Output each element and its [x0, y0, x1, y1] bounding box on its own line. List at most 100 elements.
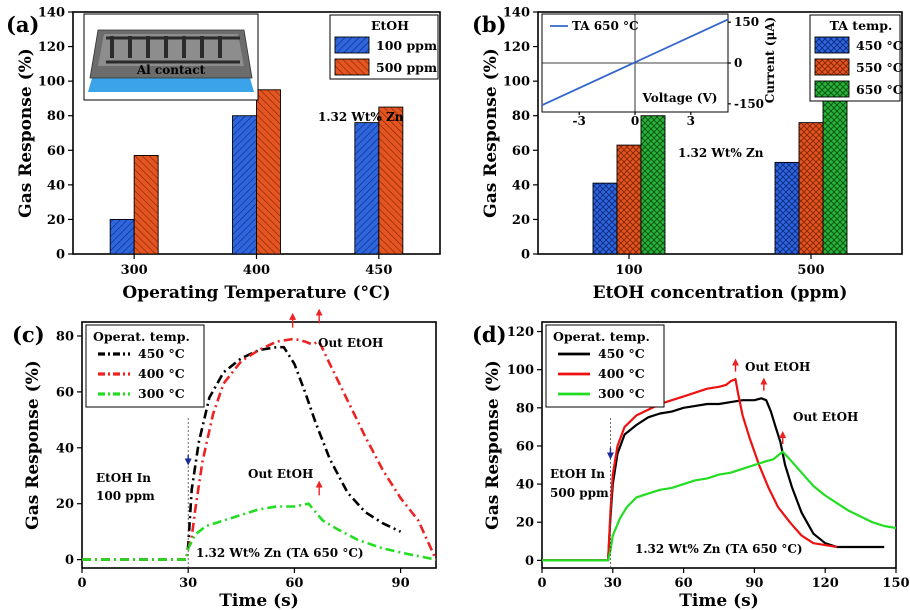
- y-tick-label: 60: [512, 144, 530, 159]
- series-line: [542, 450, 897, 562]
- bar: [378, 106, 404, 255]
- legend-label: 650 °C: [856, 82, 903, 97]
- inset-x-tick-label: 0: [631, 114, 639, 128]
- x-tick-label: 30: [179, 576, 197, 591]
- legend-swatch: [814, 36, 850, 54]
- legend-swatch: [814, 58, 850, 76]
- y-tick-label: 0: [65, 553, 74, 568]
- y-tick-label: 80: [516, 401, 534, 416]
- x-tick-label: 450: [365, 263, 392, 278]
- x-axis-title: Operating Temperature (°C): [122, 283, 390, 303]
- legend-label: 300 °C: [138, 386, 185, 401]
- iv-line: [541, 18, 729, 107]
- inset-y-tick-label: -150: [734, 97, 764, 111]
- y-tick-label: 140: [38, 6, 65, 21]
- inset-device-image: Al contact: [83, 13, 259, 101]
- legend-label: 400 °C: [598, 366, 645, 381]
- legend-box: [85, 324, 205, 408]
- y-tick-label: 40: [47, 178, 65, 193]
- y-tick-label: 0: [521, 248, 530, 263]
- y-tick-label: 0: [56, 248, 65, 263]
- y-tick-label: 100: [38, 75, 65, 90]
- panel-label: (c): [12, 322, 45, 347]
- x-tick-label: 100: [615, 263, 642, 278]
- series-line: [82, 345, 402, 561]
- y-tick-label: 80: [512, 109, 530, 124]
- annotation: 100 ppm: [96, 489, 155, 503]
- panel-d: 0 20 40 60 80 100 120 Gas Response (%) Time (s) (…: [472, 321, 910, 610]
- y-tick-label: 120: [38, 40, 65, 55]
- legend-label: 500 ppm: [376, 60, 437, 75]
- inset-x-tick-label: -3: [573, 114, 586, 128]
- annotation: Out EtOH: [248, 467, 313, 481]
- bar: [774, 161, 800, 255]
- panel-label: (b): [472, 12, 507, 37]
- y-tick-label: 140: [503, 6, 530, 21]
- y-tick-label: 80: [47, 109, 65, 124]
- y-tick-label: 60: [516, 439, 534, 454]
- inset-x-tick-label: 3: [687, 114, 695, 128]
- y-tick-label: 0: [525, 554, 534, 569]
- bar: [109, 218, 135, 255]
- series-line: [82, 502, 437, 561]
- inset-y-label: Current (μA): [763, 17, 777, 103]
- legend-label: 450 °C: [138, 346, 185, 361]
- legend-label: 400 °C: [138, 366, 185, 381]
- interdigitated-fingers: [110, 36, 222, 58]
- bar: [640, 115, 666, 255]
- bar: [354, 122, 380, 255]
- y-tick-label: 20: [56, 497, 74, 512]
- series-line: [542, 378, 838, 562]
- panel-c: 0 20 40 60 80 Gas Response (%) Time (s) (c) 0 30 6…: [12, 308, 438, 610]
- x-tick-label: 30: [604, 576, 622, 591]
- x-tick-label: 90: [392, 576, 410, 591]
- legend-label: 550 °C: [856, 60, 903, 75]
- x-axis-title: EtOH concentration (ppm): [593, 283, 848, 303]
- panel-a: 0 20 40 60 80 100 120 140 Gas Response (%) Operat…: [6, 6, 441, 303]
- series-line: [82, 337, 438, 561]
- inset-iv-plot: -3 0 3 -150 0 150 TA 650 °C Voltage (V) Current …: [541, 13, 777, 128]
- legend-swatch: [334, 36, 370, 54]
- legend-title: Operat. temp.: [93, 329, 190, 344]
- y-tick-label: 20: [516, 516, 534, 531]
- y-tick-label: 60: [47, 144, 65, 159]
- plot-frame: [541, 321, 897, 569]
- y-tick-label: 20: [512, 213, 530, 228]
- bar: [798, 122, 824, 255]
- plot-frame: [537, 11, 903, 255]
- annotation: EtOH In: [96, 471, 151, 485]
- y-tick-label: 20: [47, 213, 65, 228]
- x-tick-label: 300: [121, 263, 148, 278]
- legend-title: TA temp.: [830, 18, 893, 33]
- y-tick-label: 120: [503, 40, 530, 55]
- annotation: Out EtOH: [793, 410, 858, 424]
- x-tick-label: 90: [745, 576, 763, 591]
- x-tick-label: 60: [285, 576, 303, 591]
- inset-legend-label: TA 650 °C: [572, 19, 639, 33]
- panel-label: (a): [6, 12, 39, 37]
- annotation: 1.32 Wt% Zn (TA 650 °C): [196, 546, 364, 560]
- y-tick-label: 120: [507, 325, 534, 340]
- x-axis-title: Time (s): [219, 591, 299, 610]
- device-top: [98, 34, 244, 66]
- legend-label: 300 °C: [598, 386, 645, 401]
- y-tick-label: 100: [503, 75, 530, 90]
- legend-swatch: [814, 80, 850, 98]
- x-tick-label: 60: [675, 576, 693, 591]
- y-tick-label: 40: [516, 478, 534, 493]
- comb-bus: [106, 36, 240, 64]
- annotation: 1.32 Wt% Zn (TA 650 °C): [635, 542, 803, 556]
- y-axis-title: Gas Response (%): [481, 48, 501, 218]
- inset-y-tick-label: 0: [734, 56, 742, 70]
- y-tick-label: 40: [56, 441, 74, 456]
- y-axis-title: Gas Response (%): [483, 360, 503, 530]
- x-axis-title: Time (s): [679, 591, 759, 610]
- y-tick-label: 60: [56, 385, 74, 400]
- bar: [256, 89, 281, 255]
- y-axis-title: Gas Response (%): [16, 48, 36, 218]
- bar: [616, 144, 642, 255]
- bar: [133, 155, 159, 255]
- substrate-blue: [88, 78, 254, 92]
- series-line: [542, 397, 885, 562]
